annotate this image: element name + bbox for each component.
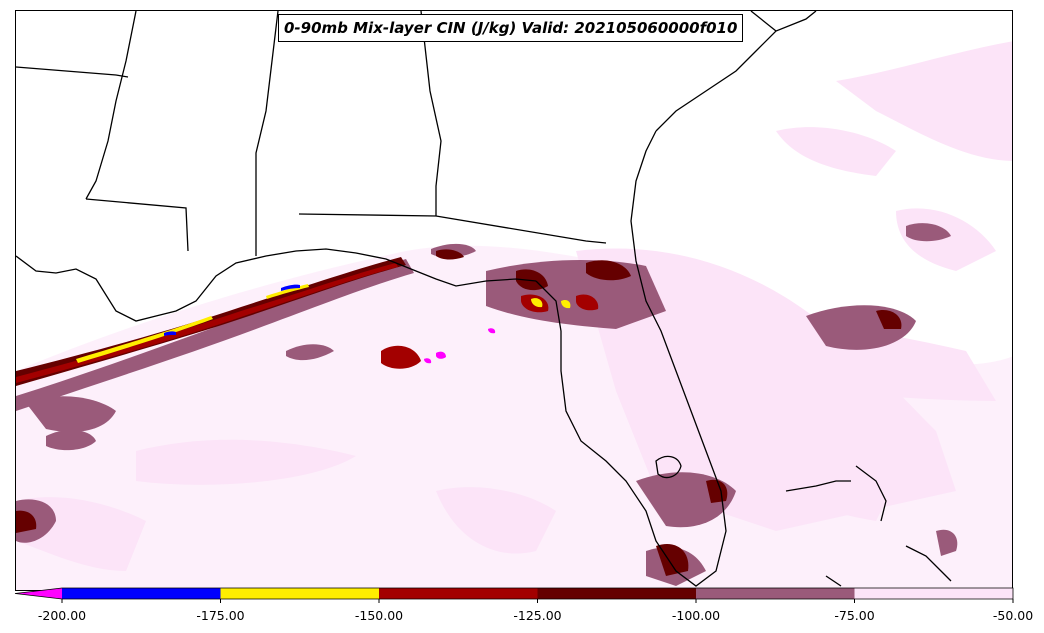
colorbar-bin — [537, 588, 696, 599]
coastlines-and-borders — [16, 11, 952, 587]
cin-field-blue — [164, 284, 300, 336]
colorbar-bin — [854, 588, 1013, 599]
colorbar-outline — [14, 587, 1014, 600]
colorbar-tick-label: -50.00 — [992, 608, 1034, 623]
map-title: 0-90mb Mix-layer CIN (J/kg) Valid: 20210… — [278, 14, 744, 42]
colorbar-bin — [220, 588, 379, 599]
colorbar-bin — [62, 588, 221, 599]
colorbar-bin — [696, 588, 855, 599]
colorbar-tick-label: -175.00 — [196, 608, 245, 623]
colorbar — [14, 587, 1014, 603]
cin-field-light — [16, 41, 1012, 590]
colorbar-bin — [15, 588, 62, 599]
colorbar-bin — [379, 588, 538, 599]
colorbar-tick-label: -125.00 — [513, 608, 562, 623]
colorbar-ticks — [61, 599, 1014, 603]
colorbar-tick-label: -75.00 — [834, 608, 875, 623]
cin-map — [16, 11, 1012, 590]
colorbar-tick-label: -100.00 — [671, 608, 721, 623]
map-panel — [15, 10, 1013, 591]
cin-field-magenta — [424, 328, 496, 364]
colorbar-bins — [14, 587, 1014, 600]
colorbar-tick-label: -150.00 — [354, 608, 404, 623]
cin-field-mauve — [16, 223, 958, 586]
colorbar-tick-label: -200.00 — [37, 608, 87, 623]
cin-field-red — [16, 263, 599, 383]
